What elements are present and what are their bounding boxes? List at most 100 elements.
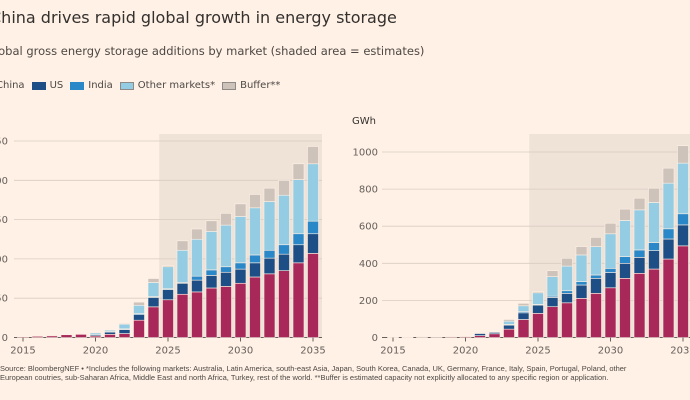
bar-segment-china <box>31 336 44 338</box>
bar-segment-us <box>430 336 443 338</box>
bar-segment-buffer <box>133 301 145 306</box>
y-tick-label: 0 <box>2 333 8 344</box>
bar-segment-othermarkets <box>633 209 646 251</box>
bar-2017 <box>46 335 58 338</box>
bar-segment-china <box>517 319 530 338</box>
bar-2021 <box>104 329 116 338</box>
y-tick-label: 1000 <box>353 148 378 159</box>
bar-segment-india <box>662 228 675 240</box>
y-tick-label: 200 <box>359 296 378 307</box>
bar-segment-china <box>532 313 544 338</box>
y-tick-label: 200 <box>0 176 8 187</box>
bar-segment-buffer <box>590 237 602 247</box>
x-tick-label: 2015 <box>10 346 35 357</box>
footer-line-2: European coutries, sub-Saharan Africa, M… <box>0 373 609 382</box>
chart-2: 0 200 400 600 800 1000 GWh 2015 2020 2025 2030 2035 <box>352 116 690 357</box>
bar-segment-othermarkets <box>590 246 602 276</box>
bar-segment-othermarkets <box>278 194 290 246</box>
bar-segment-buffer <box>292 163 305 180</box>
bar-segment-india <box>191 275 203 281</box>
bar-segment-china <box>503 328 515 338</box>
bar-2030 <box>234 203 247 338</box>
bar-segment-othermarkets <box>263 201 276 251</box>
bar-segment-buffer <box>307 146 319 165</box>
bar-segment-us <box>205 275 218 289</box>
bar-segment-us <box>590 278 602 294</box>
y-tick-label: 600 <box>359 222 378 233</box>
bar-segment-buffer <box>234 203 247 217</box>
bar-segment-china <box>677 245 689 338</box>
bar-2026 <box>176 240 189 338</box>
bar-segment-buffer <box>249 194 261 209</box>
bar-segment-us <box>633 257 646 274</box>
legend: China US India Other markets* Buffer** <box>0 80 280 91</box>
bar-2032 <box>263 187 276 338</box>
bar-2034 <box>292 163 305 338</box>
bar-segment-china <box>162 299 174 338</box>
bar-segment-china <box>75 334 87 338</box>
legend-item-buffer: Buffer** <box>222 80 280 91</box>
legend-label: China <box>0 80 25 91</box>
bar-2030 <box>604 222 617 338</box>
bar-2024 <box>147 278 160 338</box>
bar-segment-india <box>619 256 631 264</box>
bar-segment-othermarkets <box>118 323 131 330</box>
bar-segment-othermarkets <box>546 276 559 297</box>
bar-segment-buffer <box>619 208 631 221</box>
bar-segment-china <box>662 258 675 338</box>
footer-line-1: Source: BloombergNEF • *Includes the fol… <box>0 364 627 373</box>
bar-segment-china <box>307 253 319 338</box>
bar-segment-othermarkets <box>176 249 189 283</box>
bar-segment-buffer <box>517 303 530 307</box>
bar-2022 <box>488 330 501 338</box>
bar-segment-buffer <box>278 180 290 196</box>
bar-segment-othermarkets <box>220 224 232 268</box>
legend-swatch-us <box>31 81 46 90</box>
bar-2015 <box>17 336 29 338</box>
bar-segment-india <box>234 262 247 270</box>
legend-label: US <box>49 80 64 91</box>
bar-segment-othermarkets <box>292 179 305 235</box>
bar-segment-buffer <box>89 332 102 334</box>
bar-segment-othermarkets <box>249 207 261 256</box>
bar-segment-othermarkets <box>648 202 660 243</box>
bar-segment-us <box>532 304 544 314</box>
bar-segment-us <box>648 250 660 270</box>
bar-segment-china <box>147 306 160 338</box>
bar-2019 <box>445 336 457 338</box>
bar-segment-othermarkets <box>162 266 174 290</box>
bar-segment-china <box>176 293 189 338</box>
bar-segment-buffer <box>162 265 174 268</box>
bar-segment-buffer <box>205 220 218 232</box>
bar-2021 <box>474 332 486 338</box>
bar-segment-us <box>619 262 631 279</box>
bar-segment-china <box>416 336 428 338</box>
bar-segment-buffer <box>648 187 660 203</box>
bar-segment-india <box>633 249 646 258</box>
x-tick-label: 2020 <box>453 346 478 357</box>
bar-segment-othermarkets <box>474 332 486 334</box>
bar-segment-china <box>17 336 29 338</box>
bar-segment-us <box>307 233 319 254</box>
bar-segment-us <box>503 324 515 330</box>
bar-segment-us <box>445 336 457 338</box>
bar-2016 <box>401 336 414 338</box>
bar-2016 <box>31 336 44 338</box>
bar-segment-china <box>220 286 232 338</box>
y-axis-unit: GWh <box>352 116 376 127</box>
bar-segment-buffer <box>604 222 617 235</box>
bar-segment-india <box>590 274 602 279</box>
bar-2020 <box>89 332 102 338</box>
bar-2035 <box>307 146 319 338</box>
legend-item-india: India <box>70 80 113 91</box>
bar-segment-china <box>619 278 631 338</box>
bar-segment-us <box>662 238 675 260</box>
bar-segment-china <box>590 293 602 338</box>
bar-segment-us <box>278 253 290 271</box>
x-tick-label: 2035 <box>670 346 690 357</box>
legend-swatch-buffer <box>222 81 237 90</box>
bar-segment-buffer <box>118 323 131 325</box>
bar-segment-us <box>162 289 174 301</box>
bar-segment-buffer <box>191 228 203 240</box>
x-tick-label: 2025 <box>155 346 180 357</box>
